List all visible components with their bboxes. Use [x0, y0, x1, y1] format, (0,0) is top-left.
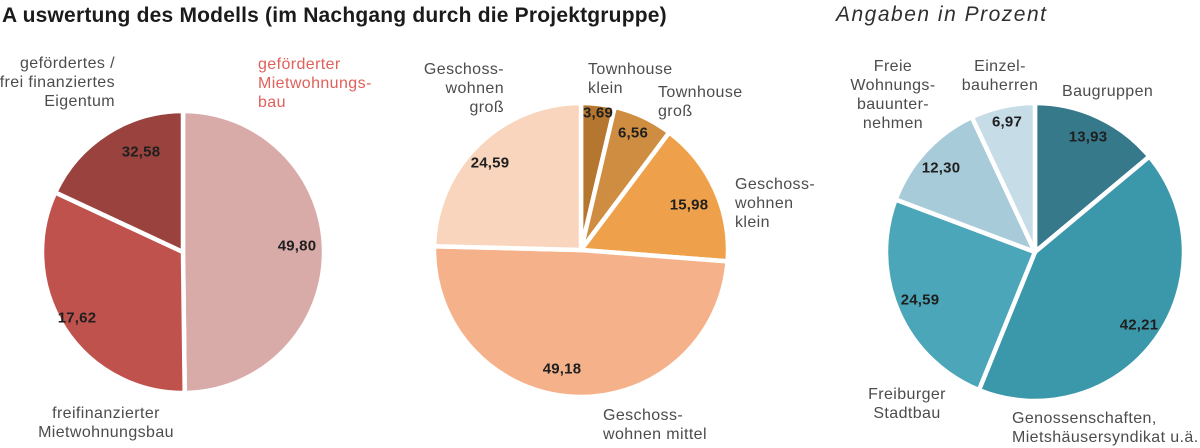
category-label-townhouse-gro: Townhouse groß	[658, 83, 743, 121]
category-label-line: wohnen	[735, 195, 794, 212]
slice-value-townhouse-klein: 3,69	[583, 104, 613, 122]
pie-slice-einzelbauherren	[969, 100, 1038, 255]
pie-slice-genossenschaften-mietsh-usersyndikat-u	[976, 154, 1187, 404]
pie-slice-baugruppen	[1032, 100, 1152, 255]
category-label-line: Wohnungs-	[850, 77, 936, 94]
category-label-freifinanzierter-mietwohnungsbau: freifinanzierter Mietwohnungsbau	[38, 404, 174, 442]
slice-value-freiburger-stadtbau: 24,59	[900, 291, 940, 309]
category-label-line: klein	[735, 214, 770, 231]
category-label-line: bau	[258, 94, 286, 111]
pie-slice-freiburger-stadtbau	[883, 197, 1038, 393]
pie-slice-geschosswohnen-klein	[578, 130, 731, 264]
pie-slice-freifinanzierter-mietwohnungsbau	[39, 190, 187, 396]
pie-slice-freie-wohnungsbauunternehmen	[893, 114, 1038, 255]
category-label-line: groß	[469, 99, 504, 116]
category-label-line: Geschoss-	[423, 61, 504, 78]
category-label-line: bauunter-	[856, 96, 930, 113]
category-label-einzel-bauherren: Einzel-bauherren	[962, 57, 1039, 95]
category-label-freie-wohnungs-bauunter-nehmen: Freie Wohnungs-bauunter-nehmen	[850, 57, 935, 133]
category-label-geschoss-wohnen-gro: Geschoss-wohnen groß	[424, 60, 504, 117]
pie-slice-geschosswohnen-mittel	[431, 243, 730, 400]
category-label-geschoss-wohnen-klein: Geschoss-wohnen klein	[735, 175, 815, 232]
slice-value-einzelbauherren: 6,97	[992, 113, 1022, 131]
category-label-line: Genossenschaften,	[1012, 410, 1157, 427]
category-label-line: freifinanzierter	[52, 405, 160, 422]
slice-value-genossenschaften-mietsh-usersyndikat-u: 42,21	[1119, 316, 1159, 334]
slice-value-freie-wohnungsbauunternehmen: 12,30	[921, 159, 961, 177]
category-label-line: Freie	[873, 58, 913, 75]
category-label-line: Einzel-	[974, 58, 1026, 75]
pie-slice-gef-rdertes-frei-finanziertes-eigentum	[52, 108, 186, 255]
category-label-line: wohnen	[445, 80, 504, 97]
category-label-line: groß	[658, 103, 693, 120]
slice-value-geschosswohnen-gro: 24,59	[470, 154, 510, 172]
category-label-line: frei finanziertes	[0, 74, 115, 91]
category-label-line: Stadtbau	[873, 405, 941, 422]
subtitle-angaben-in-prozent: Angaben in Prozent	[836, 3, 1048, 26]
category-label-line: Mietwohnungsbau	[38, 424, 174, 441]
category-label-line: nehmen	[862, 115, 924, 132]
category-label-line: Geschoss-	[603, 407, 684, 424]
category-label-line: Mietwohnungs-	[258, 75, 372, 92]
category-label-line: Baugruppen	[1062, 83, 1154, 100]
slice-value-geschosswohnen-mittel: 49,18	[542, 360, 582, 378]
category-label-line: Eigentum	[44, 93, 115, 110]
slice-value-gef-rdertes-frei-finanziertes-eigentum: 32,58	[121, 143, 161, 161]
category-label-geschoss-wohnen-mittel: Geschoss-wohnen mittel	[603, 406, 707, 444]
category-label-line: wohnen mittel	[603, 426, 707, 443]
category-label-line: Geschoss-	[735, 176, 816, 193]
category-label-line: Freiburger	[868, 386, 946, 403]
page-title: A uswertung des Modells (im Nachgang dur…	[2, 4, 667, 27]
slice-value-baugruppen: 13,93	[1068, 128, 1108, 146]
category-label-genossenschaften-mietsh-usersyndikat-u: Genossenschaften, Mietshäusersyndikat u.ä…	[1012, 409, 1199, 447]
category-label-line: Mietshäusersyndikat u.ä.	[1012, 429, 1199, 446]
slice-value-geschosswohnen-klein: 15,98	[669, 196, 709, 214]
pie-slice-gef-rderter-mietwohnungsbau	[180, 108, 327, 396]
slice-value-gef-rderter-mietwohnungsbau: 49,80	[277, 237, 317, 255]
category-label-line: klein	[588, 80, 623, 97]
category-label-freiburger-stadtbau: Freiburger Stadtbau	[868, 385, 946, 423]
slice-value-townhouse-gro: 6,56	[618, 124, 648, 142]
category-label-line: gefördertes /	[19, 55, 115, 72]
category-label-line: Townhouse	[588, 61, 673, 78]
category-label-line: Townhouse	[658, 84, 743, 101]
category-label-townhouse-klein: Townhouse klein	[588, 60, 673, 98]
pie-slice-geschosswohnen-gro	[431, 100, 584, 253]
category-label-baugruppen: Baugruppen	[1062, 82, 1153, 101]
category-label-gef-rdertes-frei-finanziertes-eigentum: gefördertes / frei finanziertes Eigentum	[0, 54, 115, 111]
category-label-line: bauherren	[961, 77, 1039, 94]
slice-value-freifinanzierter-mietwohnungsbau: 17,62	[57, 309, 97, 327]
category-label-line: geförderter	[258, 56, 341, 73]
category-label-gef-rderter-mietwohnungs-bau: geförderter Mietwohnungs-bau	[258, 55, 372, 112]
